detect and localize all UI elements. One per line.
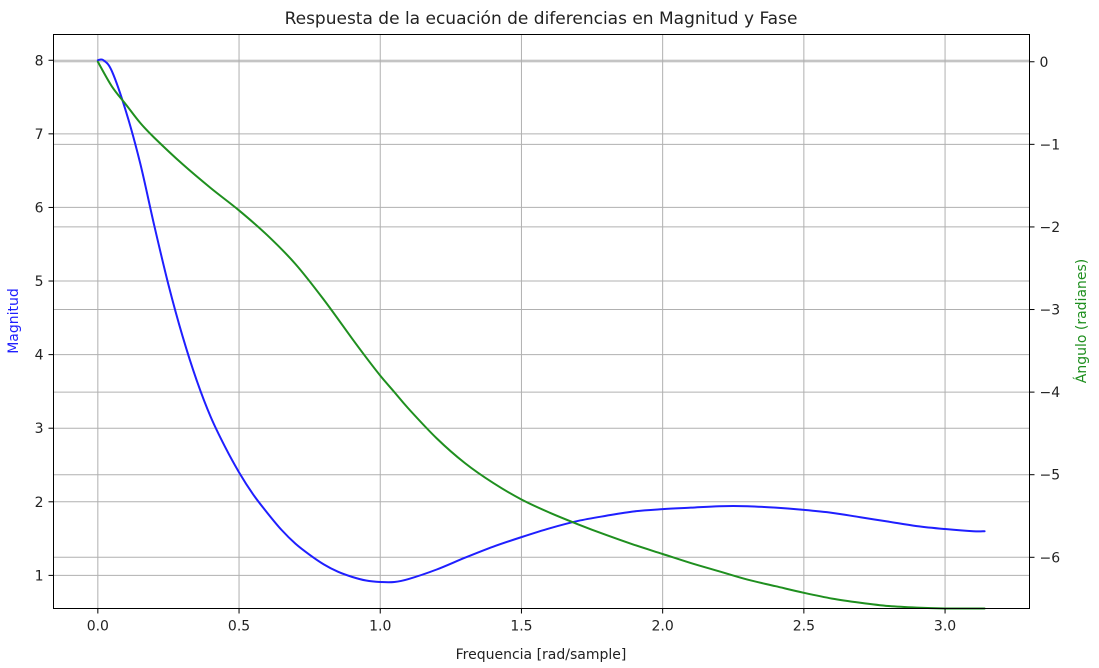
x-tick-label: 2.5 (793, 619, 815, 635)
x-tick-label: 1.0 (369, 619, 391, 635)
y-axis-right-title: Ángulo (radianes) (1073, 259, 1090, 384)
y2-tick-label: −6 (1040, 550, 1061, 566)
phase-series-line (96, 60, 986, 610)
y-tick-label: 5 (35, 274, 44, 290)
x-axis: 0.0 0.5 1.0 1.5 2.0 2.5 3.0 (87, 608, 956, 635)
series-layer (96, 58, 986, 610)
y2-tick-label: 0 (1040, 55, 1049, 71)
y2-tick-label: −3 (1040, 303, 1061, 319)
y-axis-left-title: Magnitud (6, 288, 22, 354)
y2-tick-label: −2 (1040, 220, 1061, 236)
grid (53, 34, 1030, 609)
x-tick-label: 0.5 (228, 619, 250, 635)
y-axis-right: 0 −1 −2 −3 −4 −5 −6 (1029, 55, 1061, 566)
y-tick-label: 3 (35, 421, 44, 437)
y-tick-label: 8 (35, 53, 44, 69)
y-tick-label: 4 (35, 348, 44, 364)
plot-frame (53, 34, 1030, 609)
y-tick-label: 1 (35, 568, 44, 584)
y2-tick-label: −1 (1040, 137, 1061, 153)
y-tick-label: 6 (35, 200, 44, 216)
y2-tick-label: −4 (1040, 385, 1061, 401)
y-axis-left: 1 2 3 4 5 6 7 8 (35, 53, 54, 584)
y-tick-label: 7 (35, 127, 44, 143)
x-tick-label: 2.0 (652, 619, 674, 635)
x-axis-title: Frequencia [rad/sample] (456, 647, 627, 663)
x-tick-label: 1.5 (510, 619, 532, 635)
y-tick-label: 2 (35, 495, 44, 511)
magnitude-series-line (96, 58, 986, 584)
x-tick-label: 3.0 (934, 619, 956, 635)
chart-title: Respuesta de la ecuación de diferencias … (285, 9, 798, 29)
y2-tick-label: −5 (1040, 468, 1061, 484)
x-tick-label: 0.0 (87, 619, 109, 635)
